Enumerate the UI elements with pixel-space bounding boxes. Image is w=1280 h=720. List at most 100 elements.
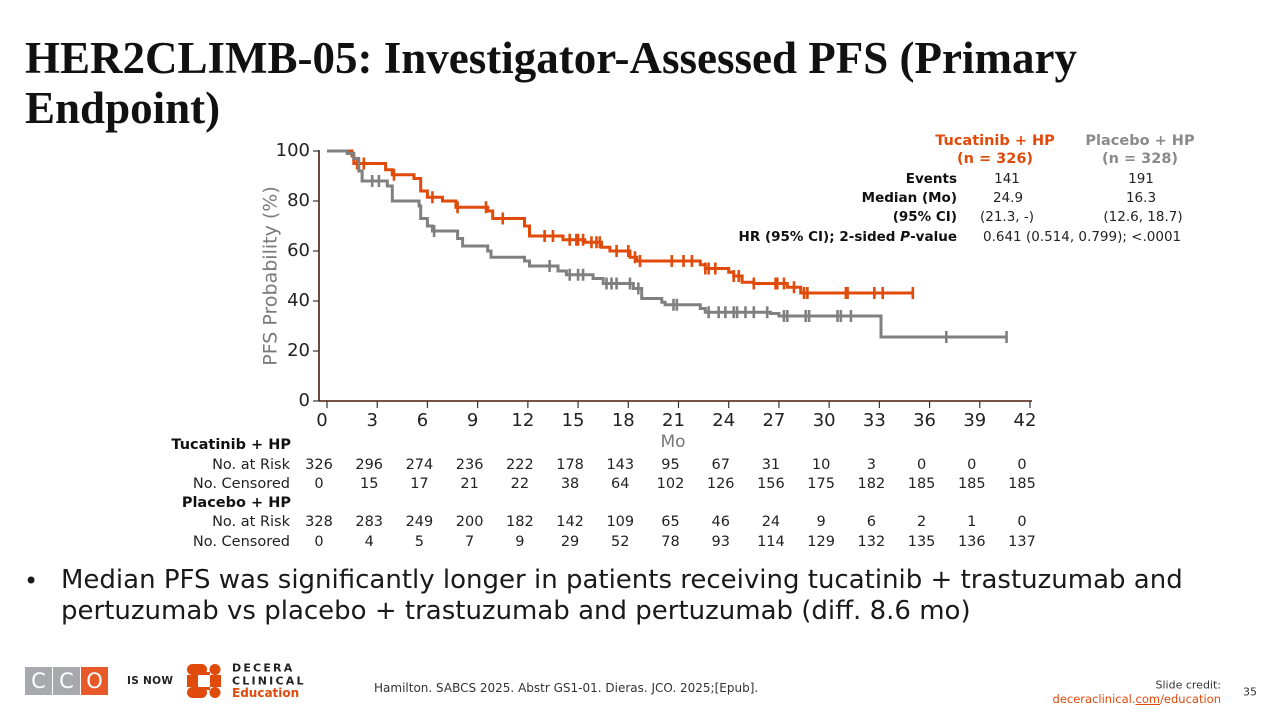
slide-credit-link-part3: /education [1160, 692, 1221, 706]
risk-row-label: No. Censored [192, 534, 290, 550]
page-number: 35 [1243, 685, 1257, 699]
risk-cell: 78 [661, 534, 680, 550]
summary-row-label-ci: (95% CI) [892, 209, 957, 225]
risk-cell: 31 [761, 457, 781, 473]
risk-cell: 95 [661, 457, 680, 473]
summary-header-tucatinib: Tucatinib + HP (n = 326) [935, 132, 1055, 168]
x-tick-label: 6 [417, 410, 428, 431]
risk-group-label: Placebo + HP [181, 495, 291, 511]
slide-credit-link-part2: com [1135, 692, 1161, 706]
risk-cell: 182 [857, 476, 886, 492]
risk-cell: 17 [410, 476, 429, 492]
risk-cell: 0 [967, 457, 977, 473]
risk-cell: 67 [711, 457, 730, 473]
risk-cell: 21 [460, 476, 479, 492]
risk-cell: 5 [414, 534, 425, 550]
summary-value-median-placebo: 16.3 [1125, 190, 1157, 206]
slide-credit-link-part1: deceraclinical. [1052, 692, 1136, 706]
risk-cell: 0 [916, 457, 927, 473]
risk-cell: 6 [866, 514, 876, 530]
risk-cell: 132 [857, 534, 886, 550]
decera-logo-icon [187, 664, 221, 698]
series-placebo [327, 149, 1008, 343]
risk-cell: 126 [706, 476, 735, 492]
summary-value-hr: 0.641 (0.514, 0.799); <.0001 [983, 229, 1182, 245]
y-tick-label: 60 [287, 240, 310, 261]
risk-cell: 136 [957, 534, 986, 550]
summary-row-label-median: Median (Mo) [861, 190, 957, 206]
x-tick-label: 21 [662, 410, 685, 431]
summary-header-placebo: Placebo + HP (n = 328) [1085, 132, 1194, 168]
risk-cell: 4 [364, 534, 374, 550]
y-tick-label: 80 [287, 190, 310, 211]
risk-cell: 38 [560, 476, 580, 492]
risk-cell: 200 [455, 514, 484, 530]
decera-logo-line3: Education [232, 686, 300, 700]
risk-cell: 137 [1008, 534, 1036, 550]
risk-cell: 326 [305, 457, 333, 473]
risk-cell: 1 [967, 514, 977, 530]
x-tick-label: 0 [316, 410, 327, 431]
risk-cell: 175 [807, 476, 835, 492]
summary-value-events-placebo: 191 [1128, 171, 1154, 187]
risk-cell: 64 [611, 476, 630, 492]
risk-row-label: No. at Risk [212, 457, 290, 473]
risk-cell: 249 [405, 514, 434, 530]
risk-cell: 15 [359, 476, 379, 492]
x-tick-label: 30 [813, 410, 836, 431]
cco-logo-box-o: O [81, 667, 108, 695]
risk-cell: 93 [711, 534, 730, 550]
summary-header-placebo-name: Placebo + HP [1085, 133, 1195, 149]
is-now-label: IS NOW [127, 675, 174, 687]
bullet-text: Median PFS was significantly longer in p… [61, 565, 1183, 626]
risk-cell: 143 [606, 457, 635, 473]
risk-cell: 24 [761, 514, 781, 530]
slide-title: HER2CLIMB-05: Investigator-Assessed PFS … [25, 33, 1077, 133]
risk-cell: 46 [711, 514, 730, 530]
risk-cell: 9 [515, 534, 525, 550]
x-tick-label: 27 [762, 410, 785, 431]
risk-row-label: No. Censored [192, 476, 290, 492]
y-tick-label: 40 [287, 290, 310, 311]
risk-cell: 0 [1017, 457, 1027, 473]
risk-cell: 65 [661, 514, 680, 530]
summary-row-label-events: Events [905, 171, 957, 187]
x-tick-label: 36 [913, 410, 936, 431]
summary-header-tucatinib-name: Tucatinib + HP [935, 133, 1055, 149]
x-tick-label: 15 [562, 410, 585, 431]
risk-cell: 178 [556, 457, 584, 473]
y-axis-label: PFS Probability (%) [260, 186, 282, 366]
risk-cell: 296 [355, 457, 384, 473]
slide-credit-link[interactable]: deceraclinical.com/education [1053, 692, 1221, 706]
slide-credit-label: Slide credit: [1155, 678, 1222, 692]
risk-row-label: No. at Risk [212, 514, 290, 530]
x-tick-label: 18 [612, 410, 635, 431]
risk-cell: 22 [510, 476, 530, 492]
decera-logo-line2: CLINICAL [232, 674, 306, 688]
risk-cell: 274 [405, 457, 434, 473]
risk-cell: 135 [907, 534, 936, 550]
risk-cell: 9 [816, 514, 826, 530]
y-tick-label: 20 [287, 340, 310, 361]
x-tick-label: 24 [712, 410, 735, 431]
series-tucatinib [327, 149, 915, 299]
x-axis-label: Mo [660, 432, 685, 452]
x-tick-label: 3 [366, 410, 377, 431]
risk-cell: 0 [314, 476, 324, 492]
risk-cell: 0 [1017, 514, 1027, 530]
risk-cell: 156 [757, 476, 785, 492]
hr-label-suffix: -value [910, 229, 957, 245]
hr-label-italic: P [900, 229, 911, 245]
risk-cell: 114 [757, 534, 785, 550]
risk-cell: 2 [916, 514, 927, 530]
risk-cell: 142 [556, 514, 584, 530]
decera-logo-line1: DECERA [232, 661, 295, 675]
risk-cell: 7 [465, 534, 475, 550]
y-tick-label: 100 [276, 140, 310, 161]
summary-row-label-hr: HR (95% CI); 2-sided P-value [739, 229, 957, 245]
bullet-marker: • [24, 567, 39, 595]
summary-header-placebo-n: (n = 328) [1101, 151, 1179, 167]
risk-cell: 222 [506, 457, 534, 473]
summary-value-ci-tucatinib: (21.3, -) [979, 209, 1035, 225]
